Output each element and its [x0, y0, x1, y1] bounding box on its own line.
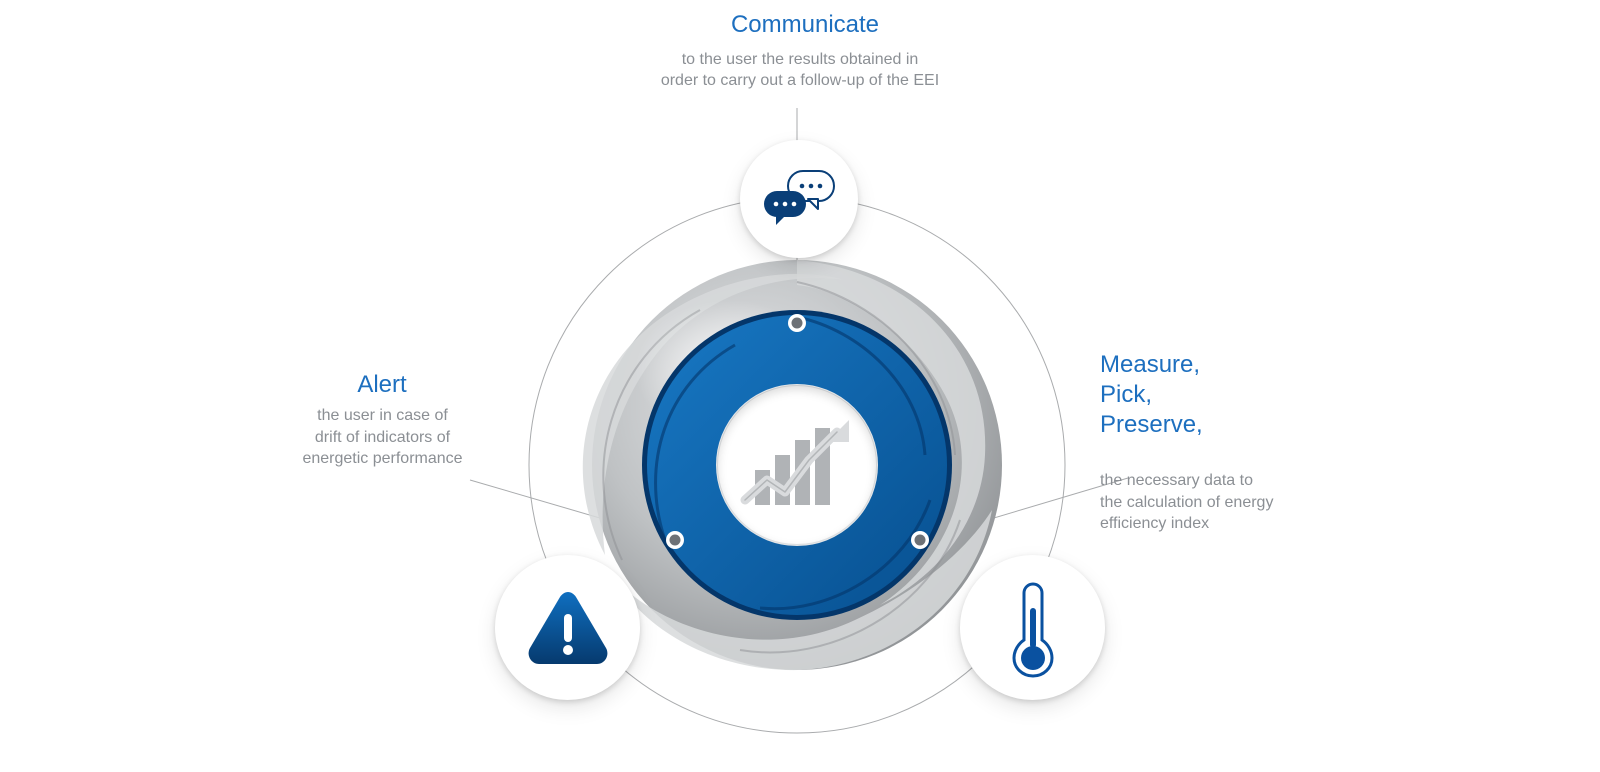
center-circle	[717, 385, 877, 545]
measure-circle	[960, 555, 1105, 700]
communicate-desc: to the user the results obtained in orde…	[610, 50, 990, 92]
measure-title: Measure, Pick, Preserve,	[1100, 350, 1350, 440]
warning-icon	[525, 588, 611, 668]
chart-arrow-icon	[737, 410, 857, 520]
communicate-circle	[740, 140, 858, 258]
chat-icon	[758, 167, 840, 231]
alert-desc: the user in case of drift of indicators …	[275, 405, 490, 470]
alert-title: Alert	[282, 370, 482, 400]
thermometer-icon	[1008, 578, 1058, 678]
alert-circle	[495, 555, 640, 700]
diagram-canvas: Communicate to the user the results obta…	[0, 0, 1600, 772]
measure-desc: the necessary data to the calculation of…	[1100, 470, 1360, 535]
communicate-title: Communicate	[730, 10, 880, 40]
